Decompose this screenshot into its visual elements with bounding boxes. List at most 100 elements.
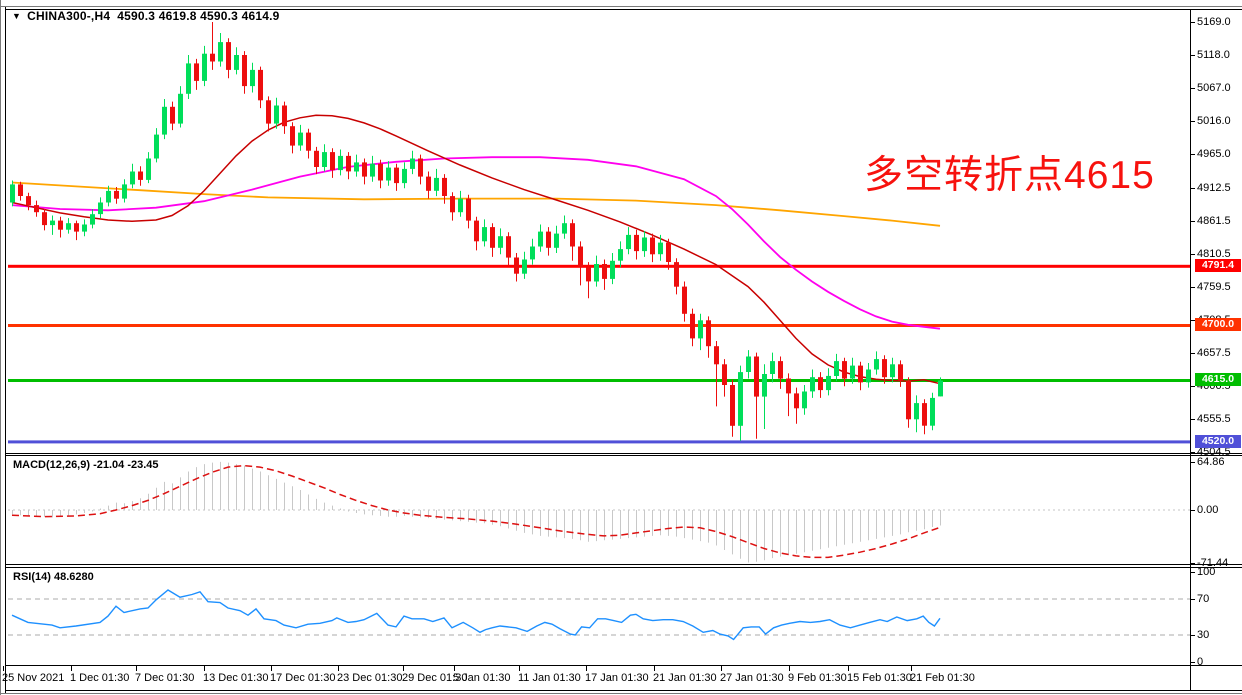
- window-border-left-outer: [0, 0, 1, 695]
- price-axis-label: 4965.0: [1197, 148, 1231, 160]
- candle-bullish: [538, 231, 543, 247]
- candle-bearish: [426, 176, 431, 191]
- ma-orange-slow: [11, 181, 941, 227]
- candle-bearish: [114, 190, 119, 199]
- date-axis-tick: [204, 666, 205, 671]
- candle-bearish: [786, 378, 791, 394]
- candle-bullish: [642, 237, 647, 252]
- candle-bearish: [258, 69, 263, 101]
- candle-bullish: [338, 155, 343, 171]
- axis-tick: [1190, 121, 1195, 122]
- date-axis-label: 25 Nov 2021: [2, 672, 65, 684]
- candle-bearish: [690, 313, 695, 339]
- axis-tick: [1190, 572, 1195, 573]
- date-axis-label: 21 Jan 01:30: [653, 672, 717, 684]
- candle-bullish: [498, 236, 503, 248]
- candle-bearish: [818, 377, 823, 391]
- price-chart-canvas[interactable]: [8, 10, 1190, 453]
- candle-bearish: [330, 152, 335, 171]
- price-axis-label: 4555.5: [1197, 413, 1231, 425]
- candle-bullish: [562, 223, 567, 234]
- candle-bearish: [466, 198, 471, 221]
- date-axis-label: 29 Dec 01:30: [402, 672, 468, 684]
- axis-tick: [1190, 452, 1195, 453]
- candle-bearish: [722, 364, 727, 385]
- candle-bearish: [794, 393, 799, 409]
- price-level-badge: 4700.0: [1195, 318, 1241, 331]
- price-axis-label: 4912.5: [1197, 182, 1231, 194]
- rsi-axis-label: 70: [1197, 593, 1210, 605]
- date-axis-label: 1 Dec 01:30: [70, 672, 130, 684]
- candle-bullish: [50, 220, 55, 226]
- candle-bearish: [26, 196, 31, 206]
- candle-bearish: [490, 227, 495, 248]
- macd-axis-label: -71.44: [1197, 557, 1229, 569]
- candle-bearish: [34, 205, 39, 213]
- window-border-bottom-outer: [0, 693, 1242, 694]
- collapse-triangle-icon[interactable]: ▼: [12, 11, 22, 21]
- candle-bullish: [146, 158, 151, 180]
- date-axis-tick: [721, 666, 722, 671]
- candle-bearish: [418, 158, 423, 177]
- chart-title: ▼ CHINA300-,H4 4590.3 4619.8 4590.3 4614.…: [12, 9, 280, 23]
- candle-bearish: [514, 257, 519, 274]
- candle-bullish: [914, 403, 919, 420]
- ohlc-values: 4590.3 4619.8 4590.3 4614.9: [117, 9, 280, 23]
- candle-bullish: [618, 249, 623, 261]
- axis-tick: [1190, 188, 1195, 189]
- rsi-axis-label: 30: [1197, 629, 1210, 641]
- candle-bullish: [410, 158, 415, 169]
- date-axis-tick: [3, 666, 4, 671]
- price-panel-bottom-border: [6, 453, 1242, 454]
- date-axis-label: 27 Jan 01:30: [720, 672, 784, 684]
- candle-bearish: [18, 184, 23, 196]
- candle-bullish: [610, 260, 615, 279]
- candle-bullish: [826, 375, 831, 391]
- candle-bullish: [218, 42, 223, 62]
- candle-bullish: [322, 152, 327, 167]
- candle-bullish: [130, 171, 135, 185]
- date-axis-label: 9 Feb 01:30: [788, 672, 847, 684]
- axis-tick: [1190, 55, 1195, 56]
- price-axis-label: 5016.0: [1197, 115, 1231, 127]
- candle-bearish: [290, 126, 295, 146]
- candle-bearish: [194, 63, 199, 81]
- axis-tick: [1190, 635, 1195, 636]
- macd-axis-label: 64.86: [1197, 456, 1225, 468]
- rsi-axis-label: 0: [1197, 656, 1204, 668]
- candle-bearish: [282, 105, 287, 127]
- candle-bullish: [930, 397, 935, 426]
- candle-bullish: [802, 391, 807, 409]
- candle-bullish: [186, 63, 191, 94]
- price-axis-label: 4759.5: [1197, 281, 1231, 293]
- candle-bullish: [10, 184, 15, 203]
- candle-bullish: [594, 264, 599, 282]
- candle-bullish: [154, 134, 159, 159]
- candle-bearish: [346, 155, 351, 172]
- candle-bearish: [314, 150, 319, 167]
- candle-bearish: [362, 162, 367, 177]
- candle-bullish: [162, 106, 167, 135]
- axis-tick: [1190, 154, 1195, 155]
- price-axis-label: 4861.5: [1197, 215, 1231, 227]
- rsi-indicator-canvas[interactable]: [8, 568, 1190, 665]
- price-level-line: [8, 324, 1190, 327]
- candle-bearish: [858, 365, 863, 383]
- candle-bullish: [626, 234, 631, 250]
- candle-bearish: [882, 359, 887, 378]
- rsi-panel-top-border: [6, 567, 1242, 568]
- axis-tick: [1190, 88, 1195, 89]
- candle-bullish: [122, 184, 127, 199]
- date-axis-label: 5 Jan 01:30: [453, 672, 511, 684]
- candle-bearish: [682, 286, 687, 314]
- candle-bullish: [866, 369, 871, 383]
- candle-bullish: [90, 214, 95, 225]
- candle-bearish: [714, 346, 719, 365]
- candle-bullish: [890, 364, 895, 378]
- axis-tick: [1190, 221, 1195, 222]
- macd-indicator-canvas[interactable]: [8, 456, 1190, 564]
- candle-bullish: [738, 372, 743, 426]
- candle-bearish: [666, 242, 671, 262]
- date-axis-label: 13 Dec 01:30: [203, 672, 269, 684]
